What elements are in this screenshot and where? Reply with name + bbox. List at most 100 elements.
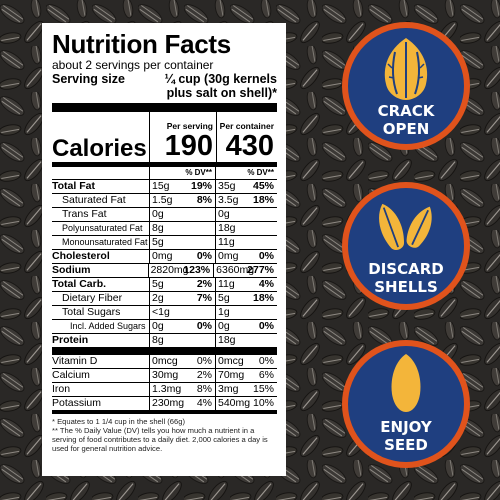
servings-per-container: about 2 servings per container xyxy=(52,58,214,72)
amount-serving: 230mg xyxy=(149,397,184,410)
nutrient-row-added-sugars: Incl. Added Sugars 0g 0% 0g 0% xyxy=(52,320,277,334)
nutrient-row-total-carb: Total Carb. 5g 2% 11g 4% xyxy=(52,278,277,292)
amount-serving: 2820mg xyxy=(147,264,189,277)
dv-serving: 8% xyxy=(196,383,212,395)
badge-line-2: SEED xyxy=(384,436,428,454)
footnote-daily-value: ** The % Daily Value (DV) tells you how … xyxy=(52,426,268,453)
nutrient-name: Monounsaturated Fat xyxy=(62,237,148,247)
amount-serving: 5g xyxy=(149,236,183,249)
amount-container: 3.5g xyxy=(215,194,249,207)
nutrient-row-total-sugars: Total Sugars <1g 1g xyxy=(52,306,277,320)
amount-container: 70mg xyxy=(215,369,249,382)
amount-container: 0g xyxy=(215,320,249,333)
nutrient-name: Cholesterol xyxy=(52,250,110,262)
dv-serving xyxy=(183,222,215,235)
dv-serving: 19% xyxy=(190,180,212,192)
dv-serving: 0% xyxy=(196,320,212,332)
amount-container: 35g xyxy=(215,180,249,193)
amount-serving: 1.3mg xyxy=(149,383,183,396)
amount-serving: 8g xyxy=(149,334,183,347)
nutrient-row-monounsaturated-fat: Monounsaturated Fat 5g 11g xyxy=(52,236,277,250)
dv-container: 277% xyxy=(247,264,274,276)
per-serving-header: Per serving xyxy=(166,121,213,131)
nutrient-name: Calcium xyxy=(52,369,90,381)
amount-container: 6360mg xyxy=(213,264,254,277)
amount-serving: 1.5g xyxy=(149,194,183,207)
nutrient-name: Sodium xyxy=(52,264,91,276)
badge-discard-shells: DISCARD SHELLS xyxy=(342,182,470,310)
dv-container: 4% xyxy=(258,278,274,290)
serving-size-value-2: plus salt on shell)* xyxy=(166,86,277,100)
amount-container: 3mg xyxy=(215,383,249,396)
amount-serving: 0mg xyxy=(149,250,183,263)
nutrient-name: Dietary Fiber xyxy=(62,292,123,304)
dv-container: 18% xyxy=(252,292,274,304)
nutrient-row-total-fat: Total Fat 15g 19% 35g 45% xyxy=(52,180,277,194)
nutrient-name: Protein xyxy=(52,334,89,346)
nutrient-name: Trans Fat xyxy=(62,208,107,220)
shell-halves-icon xyxy=(379,203,432,250)
dv-container: 6% xyxy=(258,369,274,381)
amount-container: 11g xyxy=(215,236,249,249)
per-container-header: Per container xyxy=(219,121,274,131)
nutrient-row-protein: Protein 8g 18g xyxy=(52,334,277,355)
amount-container: 0mg xyxy=(215,250,249,263)
vitamin-row-potassium: Potassium 230mg 4% 540mg 10% xyxy=(52,397,277,414)
dv-container: 45% xyxy=(252,180,274,192)
dv-serving xyxy=(183,208,215,221)
nutrient-name: Polyunsaturated Fat xyxy=(62,223,143,233)
footnote-serving: * Equates to 1 1/4 cup in the shell (66g… xyxy=(52,417,185,426)
nutrient-row-dietary-fiber: Dietary Fiber 2g 7% 5g 18% xyxy=(52,292,277,306)
amount-container: 0mcg xyxy=(215,355,249,368)
cracked-seed-icon xyxy=(384,38,428,100)
dv-header-container: % DV** xyxy=(215,167,277,179)
nutrient-name: Potassium xyxy=(52,397,102,409)
kernel-icon xyxy=(391,354,421,412)
dv-serving xyxy=(183,306,215,319)
nutrient-name: Total Fat xyxy=(52,180,95,192)
dv-serving: 0% xyxy=(196,250,212,262)
amount-container: 5g xyxy=(215,292,249,305)
dv-serving: 8% xyxy=(196,194,212,206)
nutrition-facts-panel: Nutrition Facts about 2 servings per con… xyxy=(42,23,286,476)
amount-serving: 15g xyxy=(149,180,183,193)
badge-crack-open: CRACK OPEN xyxy=(342,22,470,150)
dv-container xyxy=(249,208,277,221)
dv-container: 15% xyxy=(252,383,274,395)
badge-line-2: OPEN xyxy=(382,120,430,138)
dv-container xyxy=(249,334,277,347)
amount-serving: 0g xyxy=(149,208,183,221)
amount-container: 540mg xyxy=(215,397,250,410)
badge-line-1: CRACK xyxy=(377,102,435,120)
amount-serving: <1g xyxy=(149,306,183,319)
amount-container: 1g xyxy=(215,306,249,319)
dv-container: 0% xyxy=(258,355,274,367)
badge-line-2: SHELLS xyxy=(374,278,438,296)
nutrient-row-sodium: Sodium 2820mg 123% 6360mg 277% xyxy=(52,264,277,278)
calories-label: Calories xyxy=(52,135,147,162)
dv-serving xyxy=(183,236,215,249)
nutrient-row-polyunsaturated-fat: Polyunsaturated Fat 8g 18g xyxy=(52,222,277,236)
nutrient-row-trans-fat: Trans Fat 0g 0g xyxy=(52,208,277,222)
dv-header-serving: % DV** xyxy=(149,167,215,179)
amount-serving: 0mcg xyxy=(149,355,183,368)
vitamin-row-vitamin-d: Vitamin D 0mcg 0% 0mcg 0% xyxy=(52,355,277,369)
dv-serving: 4% xyxy=(196,397,212,409)
nutrient-name: Total Sugars xyxy=(62,306,121,318)
badge-line-1: DISCARD xyxy=(368,260,444,278)
dv-serving: 0% xyxy=(196,355,212,367)
amount-serving: 0g xyxy=(149,320,183,333)
vitamin-row-iron: Iron 1.3mg 8% 3mg 15% xyxy=(52,383,277,397)
nutrient-name: Total Carb. xyxy=(52,278,107,290)
badge-line-1: ENJOY xyxy=(380,418,432,436)
footnotes: * Equates to 1 1/4 cup in the shell (66g… xyxy=(52,417,277,453)
dv-serving: 2% xyxy=(196,278,212,290)
dv-container xyxy=(249,222,277,235)
dv-serving: 7% xyxy=(196,292,212,304)
dv-container xyxy=(249,236,277,249)
dv-container: 0% xyxy=(258,320,274,332)
amount-container: 11g xyxy=(215,278,249,291)
panel-title: Nutrition Facts xyxy=(52,29,231,59)
dv-serving: 123% xyxy=(183,264,211,276)
calories-row: Calories Per serving 190 Per container 4… xyxy=(52,112,277,167)
